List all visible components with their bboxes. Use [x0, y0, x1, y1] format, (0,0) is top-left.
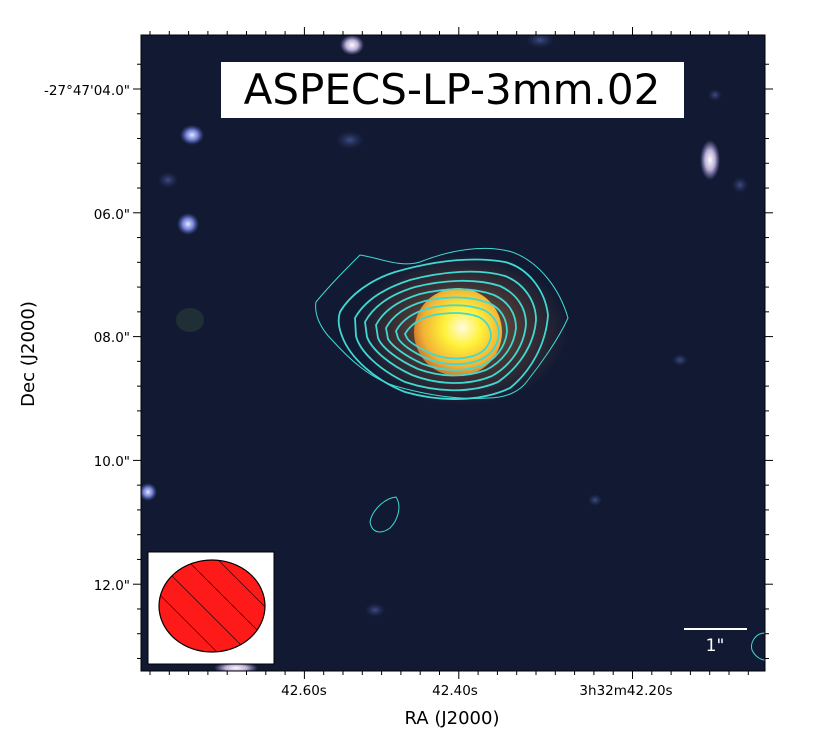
faint-galaxy [176, 308, 204, 332]
ticks [133, 27, 773, 679]
y-tick-label: 12.0" [94, 578, 130, 594]
faint-galaxy [732, 177, 748, 193]
contour-level [364, 279, 527, 384]
figure-title: ASPECS-LP-3mm.02 [244, 65, 661, 114]
contour-level [315, 247, 569, 399]
x-tick-label: 3h32m42.20s [579, 683, 672, 699]
faint-galaxy [365, 603, 385, 617]
contour-level [395, 304, 500, 366]
faint-galaxy [588, 494, 602, 506]
contour-level [369, 496, 400, 533]
star [700, 140, 720, 180]
y-tick-label: 08.0" [94, 330, 130, 346]
star [340, 35, 364, 55]
y-tick-label: -27°47'04.0" [44, 83, 130, 99]
y-axis-label: Dec (J2000) [18, 301, 39, 407]
contour-level [403, 312, 492, 360]
beam-ellipse [158, 559, 266, 653]
sky-image: 1" [141, 35, 765, 671]
faint-galaxy [158, 172, 178, 188]
faint-galaxy [672, 354, 688, 366]
faint-galaxy [526, 35, 554, 48]
y-tick-label: 06.0" [94, 207, 130, 223]
contour-level [354, 270, 537, 392]
contour-level [375, 288, 517, 377]
x-tick-label: 42.40s [432, 683, 478, 699]
star [180, 125, 204, 145]
contour-level [751, 632, 765, 661]
scalebar-label: 1" [706, 636, 725, 656]
x-axis-label: RA (J2000) [405, 708, 500, 729]
faint-galaxy [708, 89, 722, 101]
x-tick-label: 42.60s [281, 683, 327, 699]
y-tick-label: 10.0" [94, 454, 130, 470]
faint-galaxy [336, 131, 364, 149]
contour-level [385, 296, 508, 371]
contour-level [337, 258, 549, 400]
contours [315, 247, 765, 661]
title-box [221, 62, 684, 118]
plot-frame [140, 34, 766, 672]
star [177, 213, 199, 235]
star [141, 483, 157, 501]
